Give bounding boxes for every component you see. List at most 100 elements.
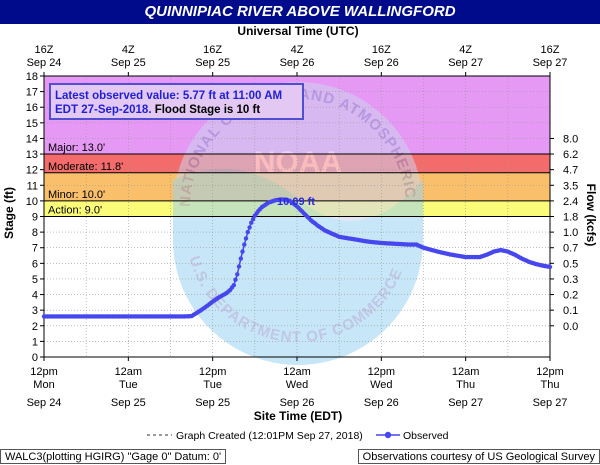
top-tick-l1-60: 4Z [459, 44, 472, 56]
top-tick-l2-0: Sep 24 [27, 57, 62, 69]
legend-observed-label: Observed [403, 430, 449, 442]
y-tick-label-10: 10 [26, 196, 38, 208]
footer-datum: WALC3(plotting HGIRG) "Gage 0" Datum: 0' [0, 449, 227, 464]
bottom-tick-l3-24: Sep 25 [195, 397, 230, 409]
watermark-wave [173, 168, 423, 365]
bottom-tick-l1-60: 12am [452, 366, 480, 378]
legend-created-label: Graph Created (12:01PM Sep 27, 2018) [176, 430, 363, 442]
bottom-tick-l2-72: Thu [541, 379, 560, 391]
info-box: Latest observed value: 5.77 ft at 11:00 … [49, 83, 304, 120]
observed-point [249, 220, 254, 225]
flow-tick-label-1.8: 1.8 [563, 212, 578, 224]
bottom-tick-l1-36: 12am [283, 366, 311, 378]
bottom-tick-l2-12: Tue [119, 379, 138, 391]
top-tick-l2-36: Sep 26 [280, 57, 315, 69]
band-label-action: Action: 9.0' [48, 205, 102, 217]
band-labels: Major: 13.0' Moderate: 11.8' Minor: 10.0' A… [48, 142, 123, 216]
top-tick-l2-12: Sep 25 [111, 57, 146, 69]
legend: Graph Created (12:01PM Sep 27, 2018) Obs… [147, 430, 449, 442]
flow-tick-label-6.2: 6.2 [563, 149, 578, 161]
y-tick-label-7: 7 [32, 243, 38, 255]
left-axis-title: Stage (ft) [2, 187, 16, 239]
info-line-1: Latest observed value: 5.77 ft at 11:00 … [55, 90, 282, 102]
top-tick-l2-24: Sep 25 [195, 57, 230, 69]
right-axis-title: Flow (kcfs) [584, 184, 598, 247]
axes: 01234567891011121314151617180.00.10.20.3… [26, 44, 579, 409]
bottom-tick-l1-72: 12pm [536, 366, 564, 378]
flow-tick-label-1.0: 1.0 [563, 227, 578, 239]
top-tick-l2-72: Sep 27 [533, 57, 568, 69]
bottom-tick-l2-0: Mon [33, 379, 54, 391]
top-tick-l2-60: Sep 27 [448, 57, 483, 69]
y-tick-label-3: 3 [32, 305, 38, 317]
bottom-axis-title: Site Time (EDT) [254, 409, 342, 423]
flow-tick-label-2.4: 2.4 [563, 196, 578, 208]
y-tick-label-9: 9 [32, 212, 38, 224]
flow-tick-label-0.3: 0.3 [563, 274, 578, 286]
bottom-tick-l3-72: Sep 27 [533, 397, 568, 409]
footer-source: Observations courtesy of US Geological S… [357, 449, 600, 464]
bottom-tick-l3-0: Sep 24 [27, 397, 62, 409]
flow-tick-label-0.2: 0.2 [563, 290, 578, 302]
observed-point [233, 277, 238, 282]
top-tick-l1-0: 16Z [35, 44, 54, 56]
top-tick-l1-12: 4Z [122, 44, 135, 56]
y-tick-label-15: 15 [26, 118, 38, 130]
info-box-frame [49, 83, 304, 120]
observed-point [240, 249, 245, 254]
observed-point [247, 225, 252, 230]
top-axis-title: Universal Time (UTC) [237, 24, 358, 38]
y-tick-label-8: 8 [32, 227, 38, 239]
info-line-2: EDT 27-Sep-2018. Flood Stage is 10 ft [55, 104, 260, 116]
y-tick-label-1: 1 [32, 336, 38, 348]
legend-observed-marker [384, 431, 392, 439]
y-tick-label-0: 0 [32, 352, 38, 364]
flow-tick-label-0.0: 0.0 [563, 321, 578, 333]
y-tick-label-16: 16 [26, 102, 38, 114]
observed-point [231, 283, 236, 288]
bottom-tick-l1-48: 12pm [368, 366, 396, 378]
chart-title: QUINNIPIAC RIVER ABOVE WALLINGFORD [0, 0, 600, 24]
y-tick-label-2: 2 [32, 321, 38, 333]
band-label-major: Major: 13.0' [48, 142, 105, 154]
bottom-tick-l1-0: 12pm [30, 366, 58, 378]
peak-label: 10.09 ft [277, 196, 315, 208]
flow-tick-label-8.0: 8.0 [563, 133, 578, 145]
top-tick-l1-48: 16Z [372, 44, 391, 56]
y-tick-label-18: 18 [26, 71, 38, 83]
observed-point [547, 264, 553, 270]
observed-series [41, 197, 553, 319]
watermark-noaa-text: NOAA [254, 146, 342, 179]
flow-tick-label-0.7: 0.7 [563, 243, 578, 255]
y-tick-label-11: 11 [27, 180, 38, 192]
observed-point [243, 236, 249, 241]
band-lines [44, 153, 550, 217]
y-tick-label-6: 6 [32, 258, 38, 270]
flow-tick-label-3.5: 3.5 [563, 180, 578, 192]
bottom-tick-l1-24: 12pm [199, 366, 227, 378]
observed-point [235, 272, 240, 277]
flow-tick-label-4.7: 4.7 [563, 165, 578, 177]
bottom-tick-l3-48: Sep 26 [364, 397, 399, 409]
band-label-moderate: Moderate: 11.8' [48, 161, 123, 173]
observed-point [236, 264, 242, 269]
y-tick-label-4: 4 [32, 290, 38, 302]
y-tick-label-5: 5 [32, 274, 38, 286]
bottom-tick-l2-48: Wed [370, 379, 392, 391]
bottom-tick-l3-36: Sep 26 [280, 397, 315, 409]
y-tick-label-12: 12 [26, 165, 38, 177]
top-tick-l1-72: 16Z [541, 44, 560, 56]
bottom-tick-l3-60: Sep 27 [448, 397, 483, 409]
bottom-tick-l3-12: Sep 25 [111, 397, 146, 409]
gridlines [44, 76, 550, 357]
bottom-tick-l1-12: 12am [115, 366, 143, 378]
band-label-minor: Minor: 10.0' [48, 189, 105, 201]
top-tick-l1-36: 4Z [291, 44, 304, 56]
observed-point [250, 217, 256, 222]
info-date: EDT 27-Sep-2018. [55, 104, 152, 116]
bottom-tick-l2-60: Thu [456, 379, 475, 391]
y-tick-label-17: 17 [26, 87, 38, 99]
flow-tick-label-0.1: 0.1 [563, 305, 578, 317]
y-tick-label-13: 13 [26, 149, 38, 161]
